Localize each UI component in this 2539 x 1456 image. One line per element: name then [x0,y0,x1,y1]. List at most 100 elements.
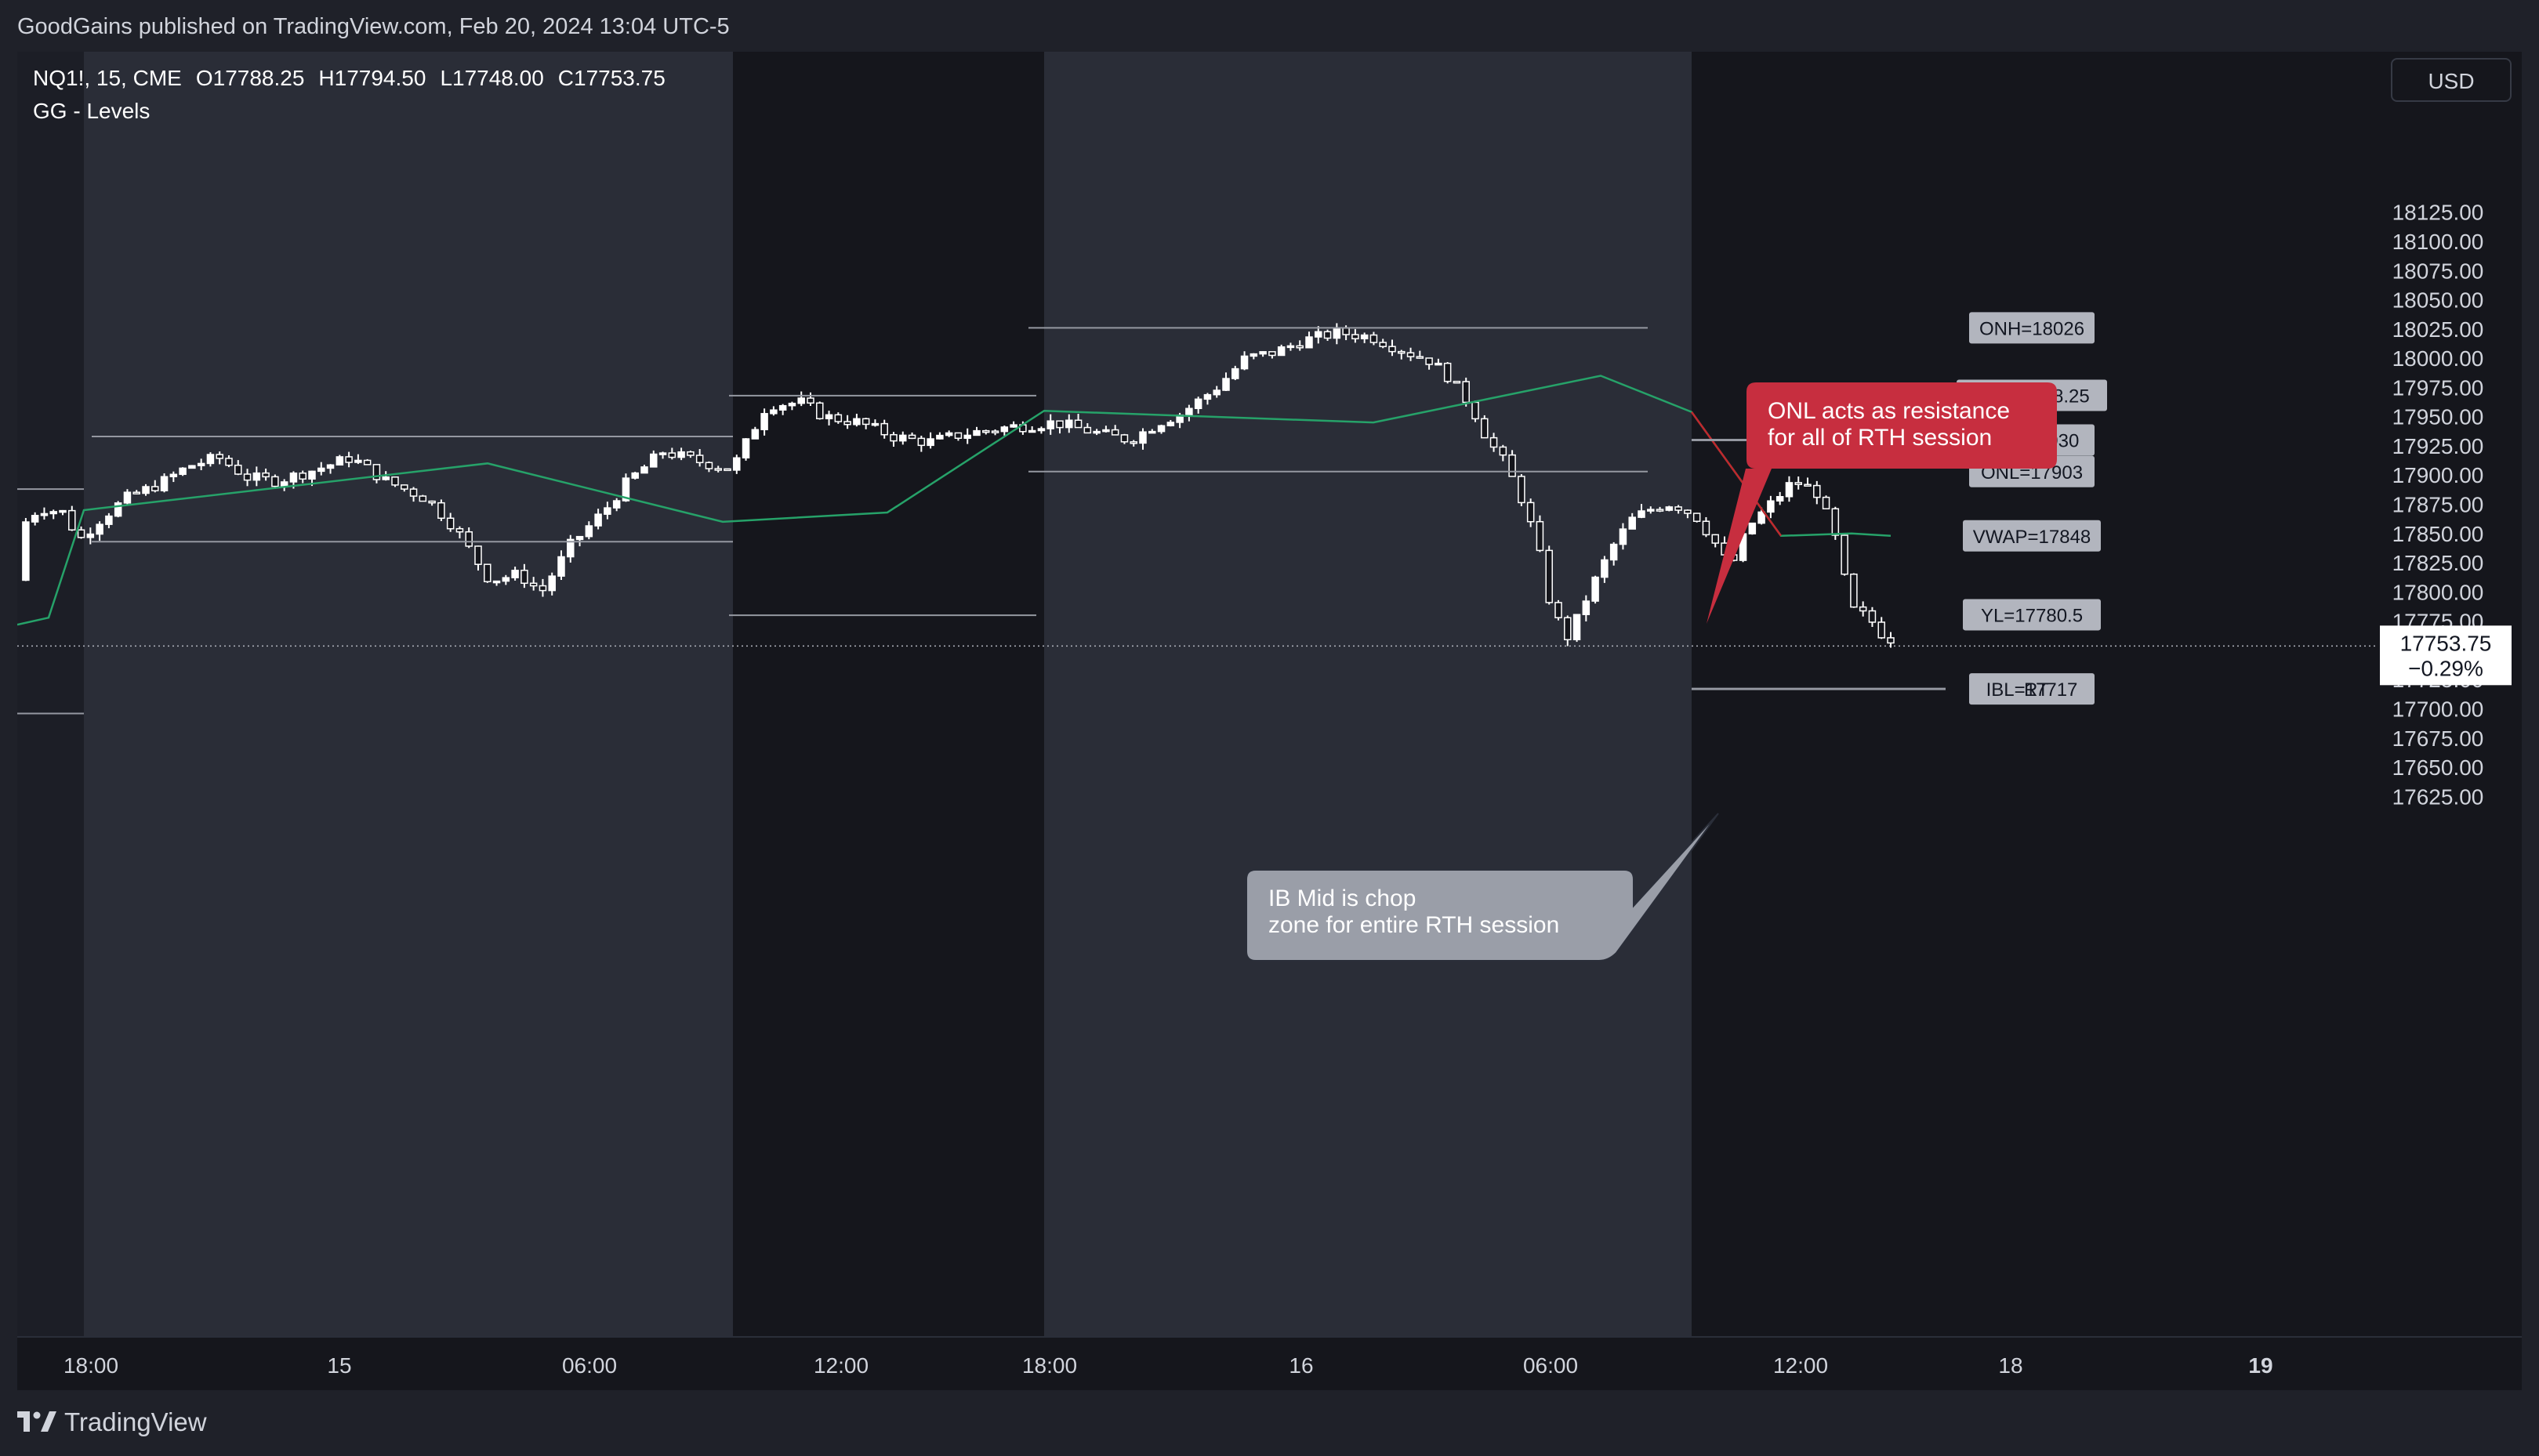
candle-body [188,465,196,469]
candle-body [1406,352,1415,357]
level-label-badge[interactable] [1963,520,2101,552]
candle-body [963,434,971,440]
level-label-badge[interactable] [1969,673,2095,705]
candle-body [160,476,169,491]
candle-body [853,418,861,426]
time-tick-label: 18 [1998,1353,2022,1378]
candle-body [1305,336,1313,349]
candle-body [778,404,787,411]
candle-body [604,507,611,515]
ibmid-callout-line1: IB Mid is chop [1268,886,1416,911]
price-tick-label: 17825.00 [2392,551,2484,575]
candle-body [1804,484,1812,487]
candle-body [1166,422,1175,427]
time-axis: 18:00 15 06:00 12:00 18:00 16 06:00 12:00 18 19 [63,1353,2273,1378]
price-tick-label: 17800.00 [2392,580,2484,604]
candle-body [1028,429,1036,433]
candle-body [1046,420,1054,429]
candle-body [742,438,750,458]
candle-body [1508,454,1516,477]
price-axis: 18125.00 18100.00 18075.00 18050.00 18025.00… [2380,201,2512,809]
time-tick-label: 06:00 [1523,1353,1578,1378]
candle-body [114,502,122,517]
published-text: GoodGains published on TradingView.com, … [17,14,730,39]
candle-body [760,413,768,430]
candle-body [687,451,695,456]
candle-body [677,451,685,458]
level-label-fragment: RT [2024,679,2049,701]
candle-body [1564,617,1572,641]
candle-body [225,458,233,466]
candle-body [1518,476,1525,504]
candle-body [871,422,880,426]
chart-canvas[interactable]: 18125.00 18100.00 18075.00 18050.00 18025.00… [17,52,2522,1390]
candle-body [1231,368,1239,379]
candle-body [206,454,215,465]
chart-legend: NQ1!, 15, CME O17788.25 H17794.50 L17748.00… [33,66,680,124]
onl-callout-line2: for all of RTH session [1768,425,1992,451]
currency-button[interactable]: USD [2391,58,2512,102]
legend-indicator[interactable]: GG - Levels [33,99,151,123]
candle-body [391,476,399,486]
candle-body [68,509,76,531]
candle-body [733,457,741,471]
candle-body [1711,534,1719,544]
candle-body [1785,482,1794,498]
candle-body [1767,500,1775,513]
candle-body [797,397,805,404]
candle-body [1323,331,1332,339]
candle-body [252,472,261,481]
time-tick-label: 12:00 [1773,1353,1828,1378]
candle-body [1351,334,1359,339]
level-label-badge[interactable] [1963,599,2101,631]
candle-body [557,556,565,577]
candle-body [363,459,372,465]
candle-body [1130,441,1137,444]
candle-body [724,468,731,472]
tradingview-logo-icon [17,1411,56,1432]
candles [22,323,1895,648]
tradingview-logo[interactable]: TradingView [17,1407,207,1437]
chart-area[interactable]: 18125.00 18100.00 18075.00 18050.00 18025.00… [17,52,2522,1390]
candle-body [289,473,298,483]
candle-body [1545,549,1553,603]
price-tick-label: 17925.00 [2392,434,2484,458]
candle-body [585,525,593,538]
candle-body [1185,407,1193,416]
candle-body [1572,614,1581,641]
candle-body [539,585,547,592]
candle-body [1250,353,1258,357]
level-label-text: IBL=17717 [1986,679,2078,701]
candle-body [1139,431,1147,444]
candle-body [622,477,630,502]
level-label-badge[interactable] [1969,312,2095,344]
candle-body [640,466,648,474]
candle-body [1582,600,1591,615]
candle-body [1379,342,1387,347]
candle-body [132,491,140,494]
level-label-text: YL=17780.5 [1981,605,2083,626]
price-tick-label: 17975.00 [2392,375,2484,400]
candle-body [409,488,418,497]
level-labels: ONH=18026YH=17968.25IBH=17930ONL=17903VW… [1957,312,2107,705]
candle-body [1453,380,1461,384]
candle-body [945,432,953,436]
time-tick-label: 19 [2248,1353,2272,1378]
candle-body [991,430,999,433]
candle-body [484,563,491,582]
legend-symbol[interactable]: NQ1!, 15, CME [33,66,182,90]
last-price-change: −0.29% [2408,656,2483,680]
candle-body [1462,381,1470,404]
legend-low: L17748.00 [440,66,544,90]
price-tick-label: 17650.00 [2392,755,2484,780]
time-tick-label: 18:00 [63,1353,118,1378]
vwap-indicator [17,375,1892,626]
candle-body [1591,576,1599,602]
session-band [84,52,733,1337]
legend-close: C17753.75 [557,66,666,90]
candle-body [788,402,796,407]
candle-body [31,515,39,523]
time-tick-label: 12:00 [814,1353,869,1378]
